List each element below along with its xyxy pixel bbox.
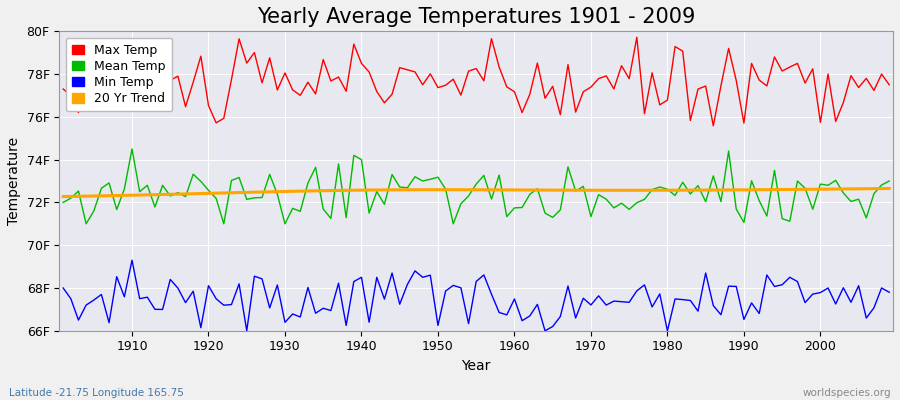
Y-axis label: Temperature: Temperature	[7, 137, 21, 225]
X-axis label: Year: Year	[462, 359, 490, 373]
Title: Yearly Average Temperatures 1901 - 2009: Yearly Average Temperatures 1901 - 2009	[257, 7, 696, 27]
Text: Latitude -21.75 Longitude 165.75: Latitude -21.75 Longitude 165.75	[9, 388, 184, 398]
Legend: Max Temp, Mean Temp, Min Temp, 20 Yr Trend: Max Temp, Mean Temp, Min Temp, 20 Yr Tre…	[66, 38, 172, 112]
Text: worldspecies.org: worldspecies.org	[803, 388, 891, 398]
